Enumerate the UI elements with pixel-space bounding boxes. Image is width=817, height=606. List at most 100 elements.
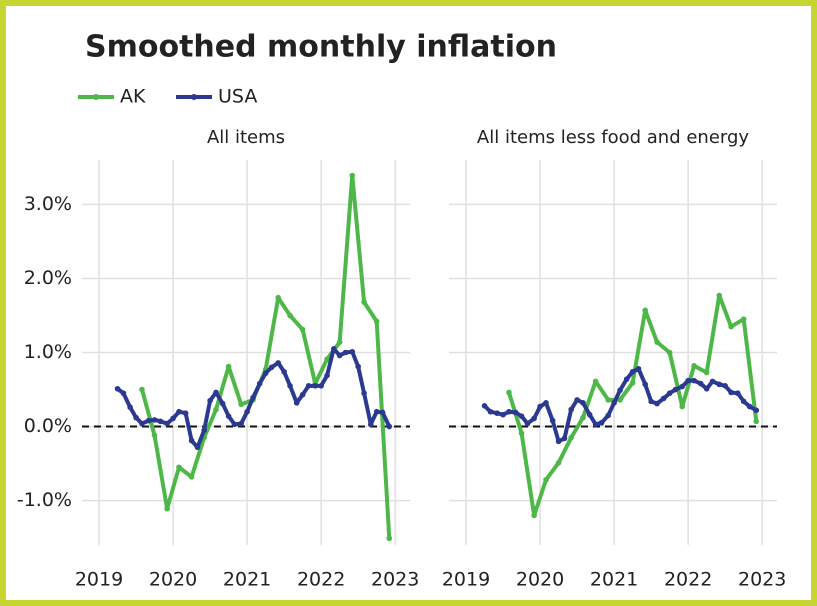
point — [262, 370, 269, 377]
point — [268, 364, 275, 371]
point — [133, 414, 139, 421]
point — [716, 381, 723, 388]
point — [691, 377, 697, 384]
point — [679, 403, 686, 410]
point — [139, 386, 145, 393]
point — [487, 408, 494, 415]
point — [373, 408, 380, 415]
point — [500, 411, 506, 418]
point — [586, 411, 593, 418]
point — [660, 395, 667, 402]
point — [703, 369, 710, 376]
point — [518, 430, 525, 437]
point — [213, 389, 219, 396]
point — [580, 400, 586, 406]
point — [355, 363, 361, 370]
point — [305, 383, 312, 389]
point — [342, 349, 349, 356]
point — [543, 477, 549, 483]
point — [629, 380, 636, 386]
point — [293, 400, 300, 406]
point — [654, 339, 660, 345]
point — [164, 505, 170, 512]
x-tick-label: 2022 — [297, 569, 345, 591]
point — [561, 435, 568, 442]
point — [225, 413, 232, 419]
point — [349, 172, 356, 179]
point — [164, 420, 170, 427]
point — [299, 391, 306, 398]
point — [685, 377, 691, 384]
point — [188, 437, 195, 444]
point — [256, 380, 263, 387]
point — [617, 387, 623, 394]
legend-marker — [191, 94, 197, 100]
point — [182, 410, 189, 417]
point — [598, 420, 605, 426]
point — [176, 464, 182, 471]
point — [318, 383, 324, 389]
point — [691, 363, 697, 369]
point — [481, 403, 488, 409]
point — [114, 385, 121, 392]
point — [213, 406, 219, 413]
point — [642, 307, 649, 314]
y-tick-label: 3.0% — [24, 193, 72, 215]
y-tick-label: 0.0% — [24, 415, 72, 437]
point — [703, 385, 710, 392]
chart-title: Smoothed monthly inflation — [85, 30, 557, 65]
point — [666, 390, 673, 397]
point — [746, 403, 753, 410]
point — [312, 383, 319, 389]
legend-label: AK — [120, 86, 146, 108]
point — [157, 418, 164, 425]
point — [549, 417, 556, 424]
point — [654, 400, 660, 407]
point — [170, 415, 176, 422]
point — [740, 398, 747, 405]
point — [605, 397, 611, 403]
point — [555, 438, 562, 445]
point — [231, 421, 238, 428]
point — [238, 420, 244, 427]
x-tick-label: 2021 — [223, 569, 271, 591]
point — [324, 356, 330, 362]
point — [574, 397, 580, 403]
point — [145, 417, 152, 424]
point — [592, 378, 599, 385]
point — [281, 368, 287, 375]
y-tick-label: -1.0% — [17, 489, 72, 511]
point — [568, 406, 574, 413]
point — [531, 512, 537, 519]
point — [679, 383, 686, 390]
point — [151, 432, 158, 439]
point — [275, 294, 282, 301]
point — [349, 348, 356, 355]
point — [250, 394, 256, 401]
point — [722, 383, 728, 389]
point — [629, 368, 636, 375]
x-tick-label: 2019 — [75, 569, 123, 591]
point — [373, 318, 380, 325]
point — [672, 386, 679, 393]
point — [506, 389, 512, 396]
point — [617, 397, 623, 403]
y-tick-label: 1.0% — [24, 341, 72, 363]
point — [728, 323, 734, 330]
point — [506, 408, 512, 415]
point — [201, 427, 207, 434]
point — [734, 390, 741, 397]
point — [287, 312, 293, 319]
point — [580, 414, 586, 421]
x-tick-label: 2023 — [371, 569, 419, 591]
point — [151, 417, 158, 423]
x-tick-label: 2022 — [664, 569, 712, 591]
x-tick-label: 2019 — [442, 569, 490, 591]
point — [127, 404, 133, 411]
panel-title: All items — [207, 127, 285, 148]
point — [537, 403, 543, 410]
point — [635, 365, 642, 372]
point — [361, 390, 367, 397]
point — [592, 421, 599, 428]
point — [386, 423, 393, 430]
